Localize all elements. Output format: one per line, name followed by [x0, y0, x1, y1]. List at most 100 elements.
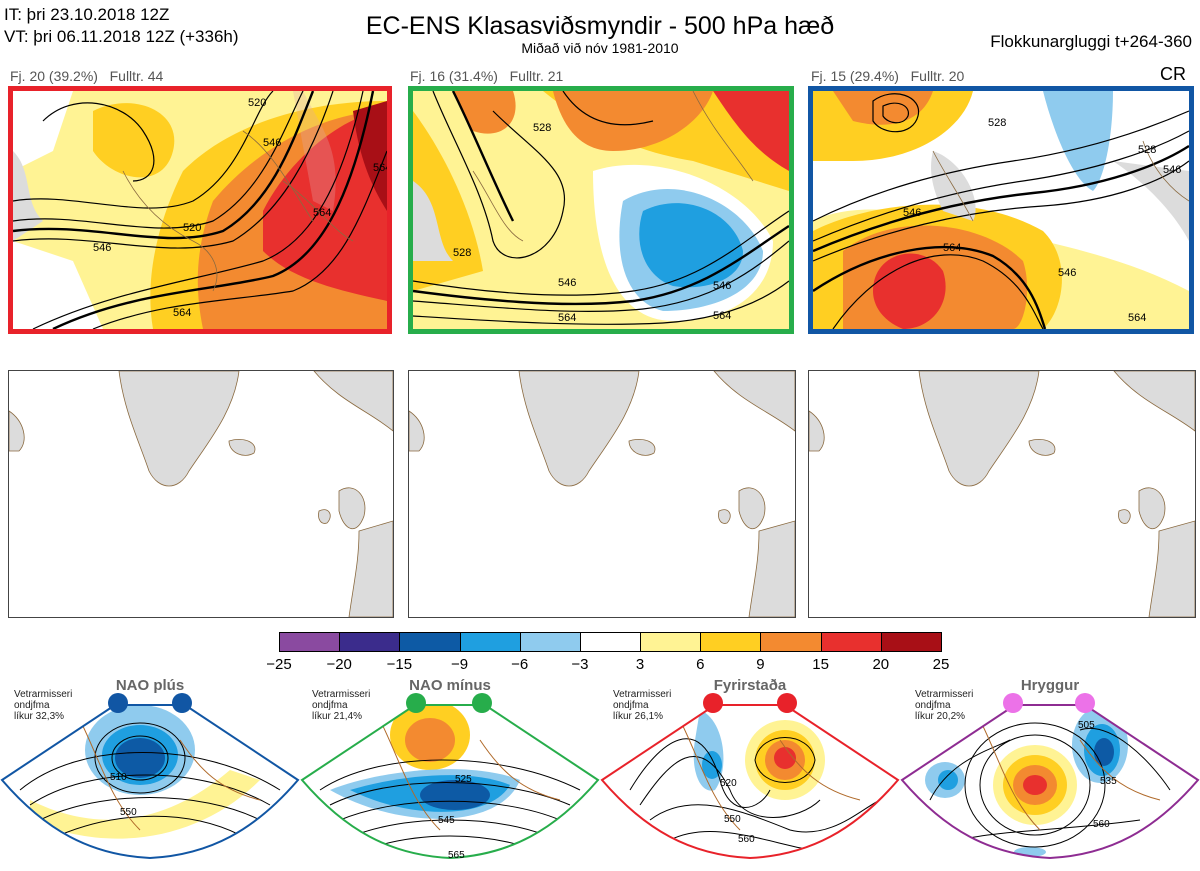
- contour-label: 564: [713, 310, 731, 322]
- contour-label: 564: [1128, 312, 1146, 324]
- contour-label: 520: [183, 222, 201, 234]
- regime-3-contour: 520: [720, 778, 737, 789]
- contour-label: 546: [713, 280, 731, 292]
- regime-4-months: ondjfma: [915, 700, 951, 711]
- regime-4-name: Hryggur: [1020, 677, 1080, 694]
- colorbar-tick-label: −20: [326, 656, 352, 673]
- regime-1-contour: 550: [120, 807, 137, 818]
- page-title: EC-ENS Klasasviðsmyndir - 500 hPa hæð: [365, 12, 835, 40]
- regime-2-probability: líkur 21,4%: [312, 711, 363, 722]
- regime-1-contour: 510: [110, 772, 127, 783]
- contour-label: 546: [93, 242, 111, 254]
- regime-4-stats: Vetrarmisseri ondjfma líkur 20,2%: [915, 689, 973, 722]
- regime-2-months: ondjfma: [312, 700, 348, 711]
- colorbar-segment: [459, 632, 521, 652]
- page-subtitle: Miðað við nóv 1981-2010: [521, 40, 679, 56]
- contour-label: 528: [533, 122, 551, 134]
- regime-2-name: NAO mínus: [409, 677, 491, 694]
- contour-label: 564: [173, 307, 191, 319]
- regime-maps: 510 550 525 545 565: [0, 693, 1200, 861]
- contour-label: 564: [313, 207, 331, 219]
- regime-3-probability: líkur 26,1%: [613, 711, 664, 722]
- regime-1-stats: Vetrarmisseri ondjfma líkur 32,3%: [14, 689, 72, 722]
- regime-2-contour: 565: [448, 850, 465, 861]
- contour-label: 520: [248, 97, 266, 109]
- contour-label: 564: [558, 312, 576, 324]
- contour-label: 546: [903, 207, 921, 219]
- regime-2-contour: 525: [455, 774, 472, 785]
- colorbar-tick-label: −25: [266, 656, 292, 673]
- colorbar-tick-label: 6: [696, 656, 705, 673]
- init-time-block: IT: þri 23.10.2018 12Z VT: þri 06.11.201…: [4, 4, 239, 48]
- cluster-3-percent: Fj. 15 (29.4%): [811, 68, 899, 84]
- regime-2-dot: [472, 693, 492, 713]
- regime-1-name: NAO plús: [115, 677, 185, 694]
- colorbar: [279, 632, 942, 652]
- regime-3-stats: Vetrarmisseri ondjfma líkur 26,1%: [613, 689, 671, 722]
- regime-1-probability: líkur 32,3%: [14, 711, 65, 722]
- regime-4-dot: [1003, 693, 1023, 713]
- regime-2-contour: 545: [438, 815, 455, 826]
- regime-4-contour: 560: [1093, 819, 1110, 830]
- colorbar-tick-label: 9: [756, 656, 765, 673]
- regime-3-months: ondjfma: [613, 700, 649, 711]
- base-map-2: [408, 370, 796, 618]
- contour-label: 528: [1138, 144, 1156, 156]
- cluster-1-percent: Fj. 20 (39.2%): [10, 68, 98, 84]
- colorbar-segment: [760, 632, 822, 652]
- colorbar-tick-label: 25: [932, 656, 950, 673]
- cluster-1-rep: Fulltr. 44: [109, 68, 164, 84]
- colorbar-tick-label: −3: [571, 656, 589, 673]
- cluster-3-label: Fj. 15 (29.4%) Fulltr. 20: [811, 68, 964, 84]
- classification-window: Flokkunargluggi t+264-360: [990, 32, 1192, 51]
- regime-4-contour: 535: [1100, 776, 1117, 787]
- colorbar-segment: [339, 632, 401, 652]
- cluster-2-map: 528 528 546 564 546 564: [408, 86, 794, 334]
- regime-4-contour: 505: [1078, 720, 1095, 731]
- init-time: IT: þri 23.10.2018 12Z: [4, 5, 170, 24]
- colorbar-tick-label: 20: [872, 656, 890, 673]
- colorbar-tick-label: 3: [635, 656, 645, 673]
- regime-1-season: Vetrarmisseri: [14, 689, 73, 700]
- colorbar-segment: [820, 632, 882, 652]
- regime-4-dot: [1075, 693, 1095, 713]
- colorbar-tick-label: −9: [450, 656, 469, 673]
- colorbar-segment: [640, 632, 702, 652]
- regime-3-contour: 550: [724, 814, 741, 825]
- valid-time: VT: þri 06.11.2018 12Z (+336h): [4, 27, 239, 46]
- regime-3-dot: [703, 693, 723, 713]
- contour-label: 528: [988, 117, 1006, 129]
- contour-label: 546: [558, 277, 576, 289]
- contour-label: 546: [263, 137, 281, 149]
- regime-1-months: ondjfma: [14, 700, 50, 711]
- colorbar-segment: [399, 632, 461, 652]
- contour-label: 546: [1058, 267, 1076, 279]
- colorbar-tick-label: −15: [386, 656, 413, 673]
- cluster-2-rep: Fulltr. 21: [509, 68, 564, 84]
- colorbar-segment: [700, 632, 762, 652]
- regime-1-dot: [108, 693, 128, 713]
- contour-label: 564: [943, 242, 961, 254]
- colorbar-tick-label: 15: [812, 656, 829, 673]
- regime-4-season: Vetrarmisseri: [915, 689, 974, 700]
- colorbar-segment: [279, 632, 341, 652]
- regime-2-stats: Vetrarmisseri ondjfma líkur 21,4%: [312, 689, 370, 722]
- colorbar-tick-label: −6: [511, 656, 529, 673]
- contour-label: 564: [373, 162, 387, 174]
- regime-3-contour: 560: [738, 834, 755, 845]
- regime-3-name: Fyrirstaða: [713, 677, 787, 694]
- contour-label: 546: [1163, 164, 1181, 176]
- cluster-2-label: Fj. 16 (31.4%) Fulltr. 21: [410, 68, 563, 84]
- cluster-3-rep: Fulltr. 20: [910, 68, 965, 84]
- regime-1-dot: [172, 693, 192, 713]
- contour-label: 528: [453, 247, 471, 259]
- base-map-1: [8, 370, 394, 618]
- cluster-2-percent: Fj. 16 (31.4%): [410, 68, 498, 84]
- regime-4-probability: líkur 20,2%: [915, 711, 966, 722]
- regime-2-season: Vetrarmisseri: [312, 689, 371, 700]
- colorbar-segment: [579, 632, 642, 652]
- cr-label: CR: [1160, 64, 1186, 84]
- colorbar-segment: [880, 632, 942, 652]
- colorbar-segment: [519, 632, 581, 652]
- regime-3-dot: [777, 693, 797, 713]
